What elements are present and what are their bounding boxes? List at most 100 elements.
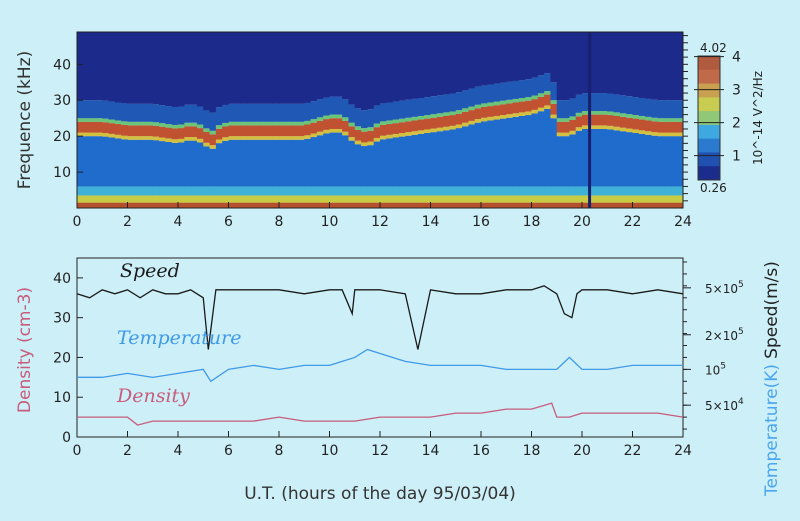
y-tick-label: 30	[53, 311, 71, 327]
spectrogram-cell	[241, 202, 248, 208]
spectrogram-cell	[468, 106, 476, 111]
spectrogram-cell	[159, 32, 166, 106]
spectrogram-cell	[600, 114, 608, 126]
spectrogram-cell	[417, 195, 425, 203]
spectrogram-cell	[392, 123, 400, 134]
spectrogram-cell	[361, 195, 368, 203]
colorbar-tick-label: 1	[732, 149, 741, 165]
spectrogram-cell	[455, 113, 463, 125]
spectrogram-cell	[436, 195, 444, 203]
spectrogram-cell	[89, 132, 97, 137]
spectrogram-cell	[95, 118, 103, 122]
spectrogram-cell	[114, 120, 122, 125]
spectrogram-cell	[146, 136, 154, 140]
spectrogram-cell	[127, 136, 135, 140]
spectrogram-cell	[417, 130, 425, 134]
spectrogram-cell	[215, 128, 223, 140]
spectrogram-cell	[247, 32, 255, 104]
spectrogram-cell	[209, 130, 217, 135]
spectrogram-cell	[310, 133, 318, 138]
spectrogram-cell	[247, 103, 255, 122]
spectrogram-cell	[102, 136, 110, 187]
spectrogram-cell	[462, 32, 469, 91]
spectrogram-cell	[367, 130, 375, 142]
spectrogram-cell	[316, 186, 324, 196]
spectrogram-cell	[632, 118, 640, 130]
spectrogram-cell	[537, 107, 545, 112]
spectrogram-cell	[588, 128, 596, 187]
spectrogram-cell	[619, 127, 627, 132]
spectrogram-cell	[632, 186, 640, 196]
spectrogram-cell	[196, 32, 204, 107]
spectrogram-cell	[373, 137, 381, 142]
spectrogram-cell	[190, 126, 198, 138]
spectrogram-cell	[594, 111, 602, 115]
spectrogram-cell	[544, 94, 551, 106]
spectrogram-cell	[443, 32, 450, 95]
spectrogram-cell	[430, 186, 438, 196]
spectrogram-cell	[323, 119, 330, 130]
spectrogram-cell	[651, 121, 659, 133]
spectrogram-cell	[575, 94, 583, 113]
spectrogram-cell	[95, 100, 103, 119]
spectrogram-cell	[506, 103, 514, 115]
spectrogram-cell	[348, 140, 356, 187]
spectrogram-cell	[102, 195, 110, 203]
spectrogram-cell	[398, 100, 406, 119]
spectrogram-cell	[342, 117, 349, 121]
spectrogram-cell	[645, 195, 652, 203]
spectrogram-cell	[493, 32, 501, 84]
spectrogram-cell	[354, 195, 362, 203]
spectrogram-cell	[531, 77, 539, 96]
spectrogram-cell	[121, 124, 128, 136]
spectrogram-cell	[102, 32, 110, 101]
spectrogram-cell	[228, 125, 236, 137]
spectrogram-cell	[487, 120, 495, 187]
spectrogram-cell	[626, 132, 633, 187]
spectrogram-cell	[241, 195, 248, 203]
spectrogram-cell	[626, 114, 633, 118]
spectrogram-cell	[316, 202, 324, 208]
spectrogram-cell	[178, 128, 185, 139]
spectrogram-cell	[518, 115, 526, 187]
spectrogram-cell	[619, 113, 627, 117]
spectrogram-cell	[619, 131, 627, 187]
spectrogram-cell	[575, 130, 583, 187]
colorbar-segment	[698, 152, 720, 167]
spectrogram-cell	[310, 202, 318, 208]
spectrogram-cell	[266, 103, 274, 122]
spectrogram-cell	[133, 202, 141, 208]
spectrogram-cell	[670, 195, 678, 203]
spectrogram-cell	[291, 121, 299, 126]
spectrogram-cell	[342, 32, 349, 100]
spectrogram-cell	[651, 202, 659, 208]
spectrogram-cell	[481, 106, 488, 118]
spectrogram-cell	[114, 186, 122, 196]
spectrogram-cell	[133, 139, 141, 187]
spectrogram-cell	[380, 124, 387, 136]
spectrogram-cell	[487, 106, 495, 117]
spectrogram-cell	[487, 102, 495, 107]
spectrogram-cell	[108, 133, 116, 138]
spectrogram-cell	[525, 79, 532, 98]
spectrogram-cell	[626, 96, 633, 115]
spectrogram-cell	[272, 186, 280, 196]
spectrogram-cell	[196, 142, 204, 187]
spectrogram-cell	[203, 32, 211, 111]
spectrogram-cell	[380, 135, 387, 140]
spectrogram-cell	[361, 131, 368, 143]
spectrogram-cell	[424, 32, 431, 98]
label-temperature: Temperature	[117, 327, 241, 349]
spectrogram-cell	[607, 32, 615, 94]
spectrogram-cell	[140, 32, 147, 104]
spectrogram-cell	[108, 202, 116, 208]
spectrogram-cell	[367, 186, 375, 196]
spectrogram-cell	[664, 136, 671, 187]
spectrogram-cell	[468, 120, 476, 125]
spectrogram-cell	[354, 32, 362, 109]
x-tick-label: 0	[73, 443, 82, 459]
spectrogram-cell	[335, 128, 343, 133]
spectrogram-cell	[556, 202, 564, 208]
spectrogram-cell	[531, 95, 539, 100]
